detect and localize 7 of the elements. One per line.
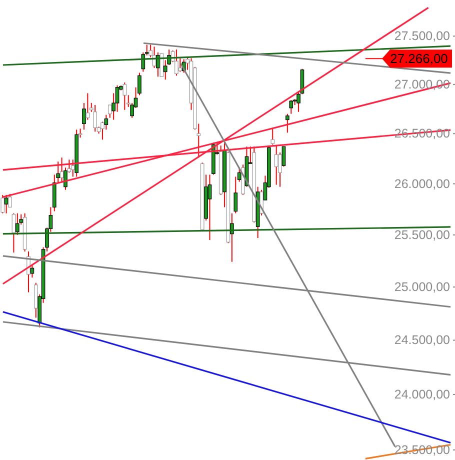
y-tick-label: 24.500,00 — [394, 333, 450, 348]
y-tick-label: 25.000,00 — [394, 280, 450, 294]
y-tick-label: 25.500,00 — [394, 228, 450, 242]
y-tick-label: 24.000,00 — [394, 387, 450, 402]
y-tick-label: 26.000,00 — [394, 176, 450, 191]
y-tick-label: 27.000,00 — [394, 77, 450, 92]
y-tick-label: 27.500,00 — [394, 29, 450, 44]
